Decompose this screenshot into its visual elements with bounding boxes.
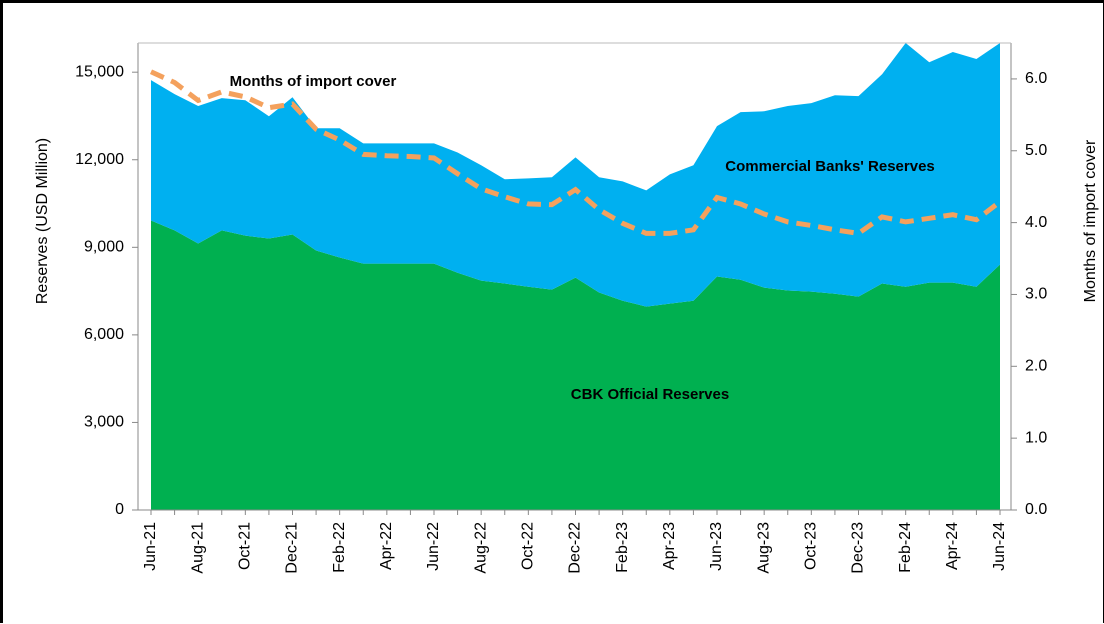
y2-tick-label: 5.0 [1025,142,1047,159]
x-tick-label: Jun-24 [991,522,1008,571]
y2-tick-label: 0.0 [1025,501,1047,518]
y-tick-label: 0 [115,501,124,518]
y-tick-label: 6,000 [84,326,124,343]
x-tick-label: Feb-23 [614,522,631,573]
x-tick-label: Apr-22 [378,522,395,570]
x-tick-label: Feb-22 [331,522,348,573]
y2-tick-label: 2.0 [1025,358,1047,375]
x-tick-label: Dec-21 [284,522,301,574]
x-tick-label: Apr-24 [944,522,961,570]
y2-tick-label: 3.0 [1025,286,1047,303]
x-tick-label: Dec-23 [850,522,867,574]
x-tick-label: Aug-23 [755,522,772,574]
x-tick-label: Dec-22 [567,522,584,574]
x-tick-label: Jun-22 [425,522,442,571]
y2-tick-label: 6.0 [1025,70,1047,87]
x-tick-label: Oct-22 [520,522,537,570]
series-label: Months of import cover [230,73,397,90]
chart: Reserves (USD Million) Months of import … [34,42,1099,574]
x-tick-label: Oct-23 [803,522,820,570]
y-tick-label: 3,000 [84,414,124,431]
y2-tick-label: 4.0 [1025,214,1047,231]
area [151,220,1000,510]
y2-axis-title: Months of import cover [1082,139,1099,302]
plot-area [149,43,1002,510]
y2-tick-label: 1.0 [1025,429,1047,446]
line [149,69,1002,237]
y-tick-label: 15,000 [75,63,124,80]
x-tick-label: Apr-23 [661,522,678,570]
x-tick-label: Aug-21 [189,522,206,574]
x-tick-label: Jun-21 [142,522,159,571]
x-tick-label: Jun-23 [708,522,725,571]
series-label: Commercial Banks' Reserves [725,158,935,175]
y-axis-title: Reserves (USD Million) [34,138,51,304]
y-tick-label: 12,000 [75,151,124,168]
x-tick-label: Feb-24 [897,522,914,573]
x-tick-label: Oct-21 [237,522,254,570]
y-tick-label: 9,000 [84,239,124,256]
x-tick-label: Aug-22 [472,522,489,574]
area [151,43,1000,307]
series-label: CBK Official Reserves [571,386,729,403]
